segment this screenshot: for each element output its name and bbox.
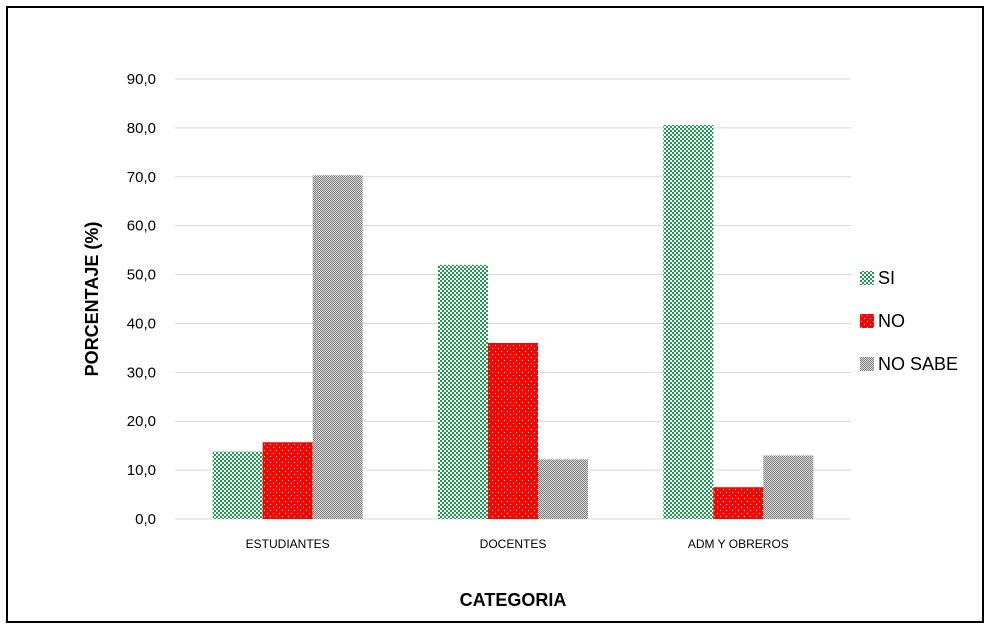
legend-swatch-no <box>860 314 874 328</box>
bars <box>212 124 814 520</box>
y-tick-label: 60,0 <box>127 218 156 235</box>
y-axis-title: PORCENTAJE (%) <box>82 222 102 377</box>
y-tick-label: 40,0 <box>127 315 156 332</box>
y-tick-label: 80,0 <box>127 120 156 137</box>
y-tick-label: 50,0 <box>127 267 156 284</box>
bar-no-adm-y-obreros <box>713 487 764 519</box>
bar-no-estudiantes <box>262 442 313 519</box>
x-axis-title: CATEGORIA <box>460 590 567 610</box>
y-tick-label: 70,0 <box>127 169 156 186</box>
y-tick-label: 20,0 <box>127 413 156 430</box>
legend: SI NO NO SABE <box>860 268 958 374</box>
y-tick-label: 30,0 <box>127 364 156 381</box>
x-axis-categories: ESTUDIANTES DOCENTES ADM Y OBREROS <box>246 537 789 551</box>
legend-label: NO <box>878 311 905 331</box>
bar-si-adm-y-obreros <box>663 124 714 519</box>
bar-si-estudiantes <box>212 451 263 519</box>
x-category-label: DOCENTES <box>480 537 547 551</box>
bar-no-docentes <box>488 343 538 519</box>
x-category-label: ADM Y OBREROS <box>688 537 789 551</box>
chart-frame: 0,0 10,0 20,0 30,0 40,0 50,0 60,0 70,0 80,0 90,0 … <box>6 6 984 623</box>
bar-no-sabe-estudiantes <box>312 175 363 520</box>
bar-si-docentes <box>438 264 488 519</box>
legend-label: SI <box>878 268 895 288</box>
y-tick-label: 10,0 <box>127 462 156 479</box>
y-tick-label: 90,0 <box>127 71 156 88</box>
x-category-label: ESTUDIANTES <box>246 537 330 551</box>
legend-swatch-no-sabe <box>860 357 874 371</box>
y-axis-ticks: 0,0 10,0 20,0 30,0 40,0 50,0 60,0 70,0 80,0 90,0 <box>127 71 156 528</box>
legend-swatch-si <box>860 271 874 285</box>
y-tick-label: 0,0 <box>135 511 156 528</box>
bar-no-sabe-docentes <box>538 459 588 519</box>
bar-no-sabe-adm-y-obreros <box>763 455 814 519</box>
bar-chart: 0,010,020,030,040,050,060,070,080,090,0 … <box>82 71 958 610</box>
legend-label: NO SABE <box>878 354 958 374</box>
